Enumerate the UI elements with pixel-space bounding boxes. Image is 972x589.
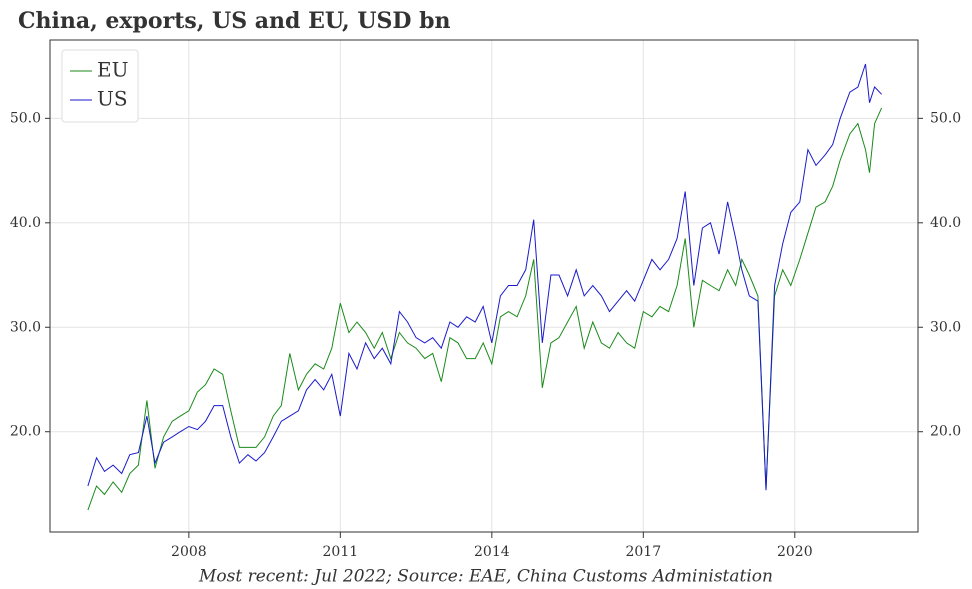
plot-frame bbox=[49, 39, 919, 533]
x-tick-label: 2011 bbox=[323, 544, 359, 560]
y-tick-label: 30.0 bbox=[10, 319, 41, 335]
series-line bbox=[87, 63, 882, 491]
x-tick-label: 2020 bbox=[777, 544, 813, 560]
series-line bbox=[87, 107, 883, 511]
x-tick-label: 2008 bbox=[171, 544, 207, 560]
x-tick-label: 2014 bbox=[474, 544, 510, 560]
legend-label: US bbox=[97, 87, 128, 111]
footnote: Most recent: Jul 2022; Source: EAE, Chin… bbox=[198, 567, 773, 587]
y-tick-label: 40.0 bbox=[10, 215, 41, 231]
y2-tick-label: 40.0 bbox=[930, 215, 961, 231]
y-tick-label: 20.0 bbox=[10, 424, 41, 440]
x-tick-label: 2017 bbox=[625, 544, 661, 560]
y2-tick-label: 30.0 bbox=[930, 319, 961, 335]
chart-title: China, exports, US and EU, USD bn bbox=[18, 8, 451, 34]
y2-tick-label: 20.0 bbox=[930, 424, 961, 440]
legend-box bbox=[61, 49, 139, 123]
y-tick-label: 50.0 bbox=[10, 110, 41, 126]
y2-tick-label: 50.0 bbox=[930, 110, 961, 126]
legend-label: EU bbox=[97, 58, 128, 82]
